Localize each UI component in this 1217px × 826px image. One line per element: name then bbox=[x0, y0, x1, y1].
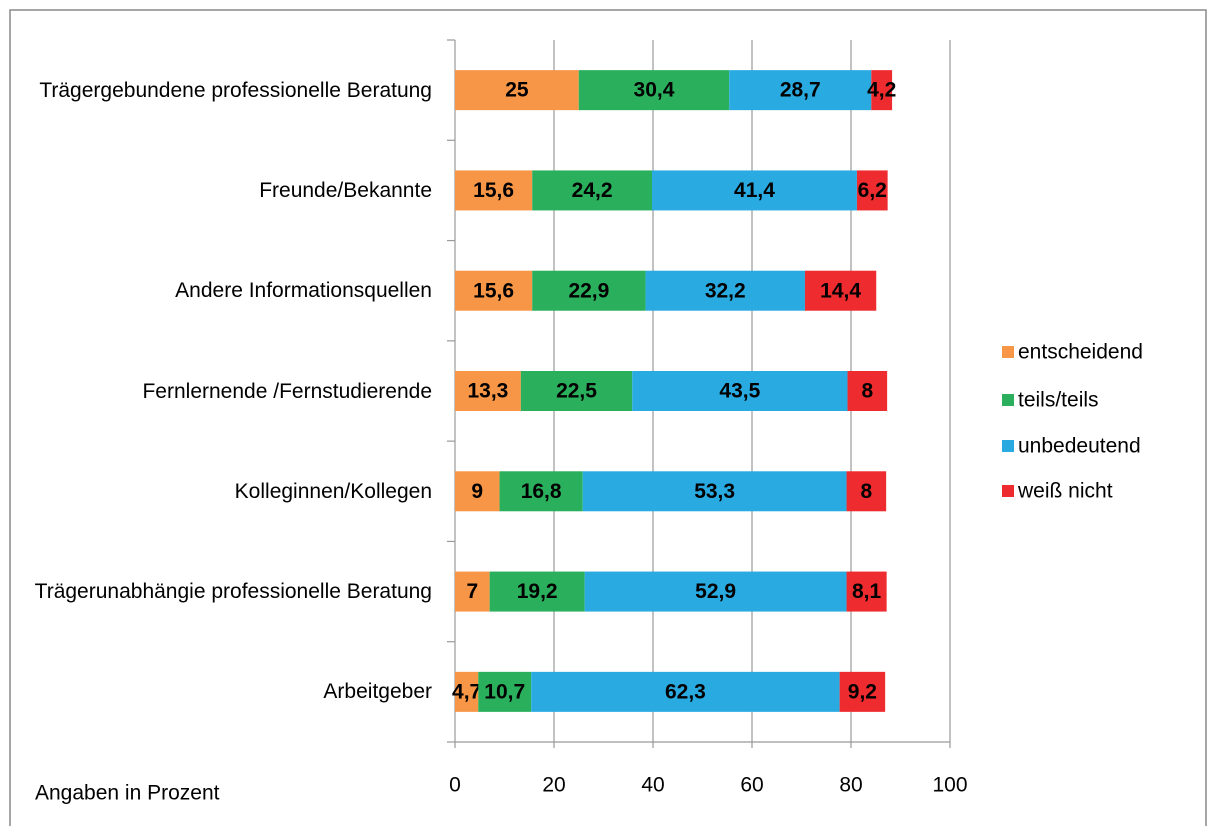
y-tick-label: Andere Informationsquellen bbox=[175, 279, 432, 303]
bar-segment bbox=[531, 671, 840, 712]
y-tick-label: Fernlernende /Fernstudierende bbox=[142, 379, 432, 403]
x-tick-label: 20 bbox=[542, 774, 565, 797]
value-label: 4,2 bbox=[867, 79, 896, 102]
value-label: 32,2 bbox=[705, 279, 746, 302]
bar-segment bbox=[455, 671, 479, 712]
value-label: 19,2 bbox=[517, 580, 558, 603]
bar-segment bbox=[455, 270, 533, 311]
bar-segment bbox=[652, 170, 857, 211]
value-label: 10,7 bbox=[484, 680, 525, 703]
x-tick-label: 40 bbox=[641, 774, 664, 797]
legend-swatch bbox=[1002, 346, 1014, 358]
y-tick-label: Kolleginnen/Kollegen bbox=[234, 479, 432, 503]
value-label: 4,7 bbox=[452, 680, 481, 703]
bar-segment bbox=[846, 471, 887, 512]
bar-segment bbox=[532, 170, 653, 211]
legend-label: entscheidend bbox=[1018, 341, 1143, 364]
y-tick-label: Trägerunabhängie professionelle Beratung bbox=[34, 580, 432, 604]
legend-label: weiß nicht bbox=[1017, 480, 1113, 503]
value-label: 52,9 bbox=[695, 580, 736, 603]
x-tick-label: 100 bbox=[932, 774, 967, 797]
legend-swatch bbox=[1002, 440, 1014, 452]
legend-label: teils/teils bbox=[1018, 389, 1099, 412]
annotation: Angaben in Prozent bbox=[35, 782, 220, 805]
value-label: 15,6 bbox=[473, 179, 514, 202]
value-label: 6,2 bbox=[858, 179, 887, 202]
bar-segment bbox=[584, 571, 847, 612]
value-label: 15,6 bbox=[473, 279, 514, 302]
x-tick-label: 80 bbox=[839, 774, 862, 797]
value-label: 25 bbox=[505, 79, 529, 102]
bar-segment bbox=[804, 270, 877, 311]
bar-segment bbox=[839, 671, 886, 712]
legend-swatch bbox=[1002, 394, 1014, 406]
value-label: 13,3 bbox=[467, 380, 508, 403]
value-label: 8 bbox=[861, 380, 873, 403]
value-label: 30,4 bbox=[634, 79, 675, 102]
bar-segment bbox=[478, 671, 532, 712]
bar-segment bbox=[455, 371, 521, 411]
x-tick-label: 60 bbox=[740, 774, 763, 797]
bar-segment bbox=[455, 471, 500, 512]
y-tick-label: Trägergebundene professionelle Beratung bbox=[39, 78, 432, 102]
bar-segment bbox=[520, 371, 633, 411]
value-label: 9 bbox=[471, 480, 483, 503]
bar-segment bbox=[582, 471, 847, 512]
value-label: 22,9 bbox=[568, 279, 609, 302]
value-label: 53,3 bbox=[694, 480, 735, 503]
bar-segment bbox=[856, 170, 888, 211]
value-label: 7 bbox=[466, 580, 478, 603]
bar-segment bbox=[645, 270, 805, 311]
value-label: 8,1 bbox=[852, 580, 882, 603]
bar-segment bbox=[532, 270, 646, 311]
bar-segment bbox=[632, 371, 848, 411]
value-label: 62,3 bbox=[665, 680, 706, 703]
chart-border bbox=[9, 9, 1207, 826]
value-label: 41,4 bbox=[734, 179, 775, 202]
bar-segment bbox=[489, 571, 585, 612]
bar-segment bbox=[846, 571, 887, 612]
value-label: 8 bbox=[861, 480, 873, 503]
legend-label: unbedeutend bbox=[1018, 435, 1141, 458]
value-label: 22,5 bbox=[556, 380, 597, 403]
bar-segment bbox=[455, 70, 579, 111]
bar-segment bbox=[578, 70, 730, 111]
bar-segment bbox=[729, 70, 872, 111]
legend-swatch bbox=[1002, 485, 1014, 497]
bar-segment bbox=[455, 170, 533, 211]
value-label: 43,5 bbox=[719, 380, 760, 403]
y-tick-label: Freunde/Bekannte bbox=[259, 178, 432, 202]
value-label: 9,2 bbox=[848, 680, 877, 703]
value-label: 24,2 bbox=[572, 179, 613, 202]
y-tick-label: Arbeitgeber bbox=[323, 680, 432, 704]
value-label: 14,4 bbox=[820, 279, 861, 302]
bar-segment bbox=[871, 70, 893, 111]
bar-segment bbox=[455, 571, 490, 612]
x-tick-label: 0 bbox=[449, 774, 461, 797]
value-label: 16,8 bbox=[521, 480, 562, 503]
value-label: 28,7 bbox=[780, 79, 821, 102]
bar-segment bbox=[847, 371, 888, 411]
bar-segment bbox=[499, 471, 583, 512]
